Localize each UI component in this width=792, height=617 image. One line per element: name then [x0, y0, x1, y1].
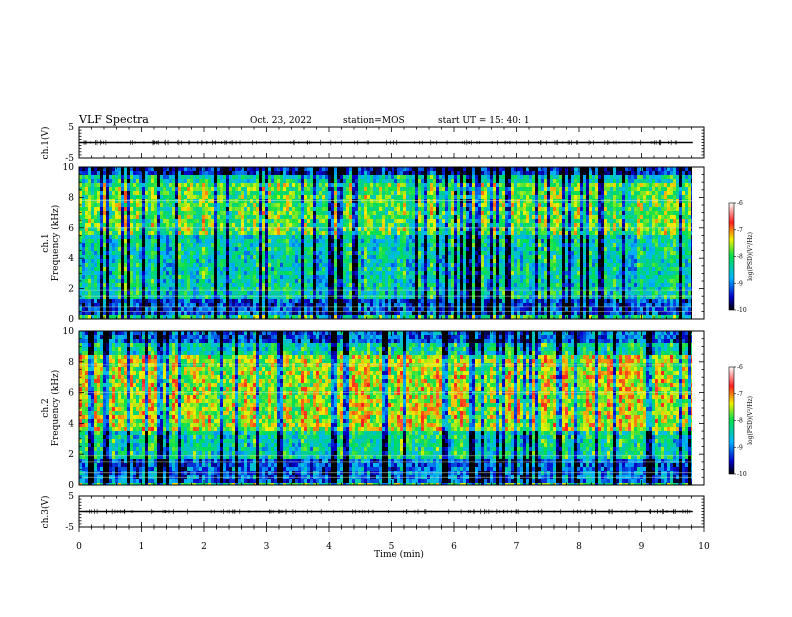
x-tick-label: 6 — [451, 542, 457, 552]
ch1-waveform-trace — [79, 140, 693, 146]
colorbar-1 — [729, 203, 734, 310]
ch1-waveform-ylabel: ch.1(V) — [40, 127, 51, 160]
x-tick-label: 10 — [698, 542, 710, 552]
y-tick-label: 5 — [68, 492, 74, 502]
colorbar-tick-label: -10 — [737, 471, 747, 478]
ch3-waveform-trace — [79, 509, 693, 515]
colorbar-tick-label: -9 — [737, 280, 743, 287]
colorbar-tick-label: -7 — [737, 391, 743, 398]
y-tick-label: 5 — [68, 123, 74, 133]
y-tick-label: -5 — [65, 523, 74, 533]
y-tick-label: 6 — [68, 224, 74, 234]
y-tick-label: 0 — [68, 481, 74, 491]
y-tick-label: 4 — [68, 254, 74, 264]
figure-title: VLF Spectra — [78, 113, 149, 126]
colorbar-tick-label: -7 — [737, 227, 743, 234]
y-tick-label: 6 — [68, 389, 74, 399]
colorbar-2 — [729, 367, 734, 474]
ch3-waveform-ylabel: ch.3(V) — [40, 496, 51, 529]
y-tick-label: 2 — [68, 450, 74, 460]
colorbar-tick-label: -6 — [737, 200, 743, 207]
x-tick-label: 2 — [201, 542, 207, 552]
y-tick-label: 0 — [68, 315, 74, 325]
x-tick-label: 8 — [576, 542, 582, 552]
y-tick-label: 10 — [63, 163, 75, 173]
y-tick-label: 8 — [68, 193, 74, 203]
x-tick-label: 7 — [514, 542, 520, 552]
x-tick-label: 3 — [264, 542, 270, 552]
y-tick-label: 2 — [68, 285, 74, 295]
x-tick-label: 0 — [76, 542, 82, 552]
colorbar-title: log(PSD)(V²/Hz) — [747, 396, 754, 445]
date-label: Oct. 23, 2022 — [250, 116, 312, 126]
colorbar-tick-label: -6 — [737, 364, 743, 371]
colorbar-title: log(PSD)(V²/Hz) — [747, 232, 754, 281]
ch2-spectrogram-image — [79, 331, 704, 487]
ch1-spectrogram-image — [79, 167, 704, 319]
start-time-label: start UT = 15: 40: 1 — [438, 116, 530, 126]
colorbar-tick-label: -9 — [737, 444, 743, 451]
ch1-spectrogram-ylabel-line1: ch.1 — [41, 233, 51, 252]
x-axis-title: Time (min) — [374, 549, 424, 560]
station-label: station=MOS — [343, 116, 405, 126]
y-tick-label: 8 — [68, 358, 74, 368]
colorbar-tick-label: -8 — [737, 418, 743, 425]
y-tick-label: 4 — [68, 419, 74, 429]
x-tick-label: 1 — [139, 542, 145, 552]
x-tick-label: 9 — [639, 542, 645, 552]
colorbar-tick-label: -10 — [737, 307, 747, 314]
y-tick-label: 10 — [63, 327, 75, 337]
ch1-spectrogram-ylabel-line2: Frequency (kHz) — [50, 205, 61, 282]
colorbars: -6 -7 -8 -9 -10 log(PSD)(V²/Hz) -6 -7 -8 -9 -10 log… — [729, 200, 754, 478]
colorbar-tick-label: -8 — [737, 254, 743, 261]
ch2-spectrogram-ylabel-line1: ch.2 — [41, 398, 51, 417]
x-tick-label: 4 — [326, 542, 332, 552]
ch2-spectrogram-ylabel-line2: Frequency (kHz) — [50, 370, 61, 447]
